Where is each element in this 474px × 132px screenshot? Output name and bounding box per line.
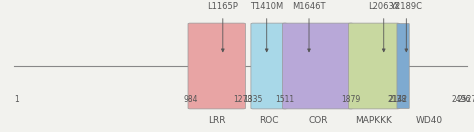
Text: 2527: 2527 bbox=[457, 95, 474, 104]
Text: 2496: 2496 bbox=[452, 95, 471, 104]
Text: T1410M: T1410M bbox=[250, 2, 283, 11]
Text: Y2189C: Y2189C bbox=[390, 2, 422, 11]
Text: 1278: 1278 bbox=[234, 95, 253, 104]
Text: 984: 984 bbox=[183, 95, 198, 104]
Text: LRR: LRR bbox=[208, 116, 226, 125]
FancyBboxPatch shape bbox=[251, 23, 287, 109]
Text: WD40: WD40 bbox=[416, 116, 443, 125]
FancyBboxPatch shape bbox=[283, 23, 353, 109]
FancyBboxPatch shape bbox=[397, 23, 409, 109]
Text: 1335: 1335 bbox=[244, 95, 263, 104]
Text: COR: COR bbox=[308, 116, 328, 125]
Text: 2138: 2138 bbox=[388, 95, 407, 104]
FancyBboxPatch shape bbox=[348, 23, 400, 109]
Text: 1511: 1511 bbox=[275, 95, 294, 104]
FancyBboxPatch shape bbox=[188, 23, 246, 109]
Text: L2063X: L2063X bbox=[368, 2, 400, 11]
Text: MAPKKK: MAPKKK bbox=[356, 116, 392, 125]
Text: M1646T: M1646T bbox=[292, 2, 326, 11]
Text: ROC: ROC bbox=[259, 116, 279, 125]
Text: L1165P: L1165P bbox=[208, 2, 238, 11]
Text: 1879: 1879 bbox=[341, 95, 360, 104]
Text: 1: 1 bbox=[14, 95, 19, 104]
Text: 2142: 2142 bbox=[388, 95, 408, 104]
